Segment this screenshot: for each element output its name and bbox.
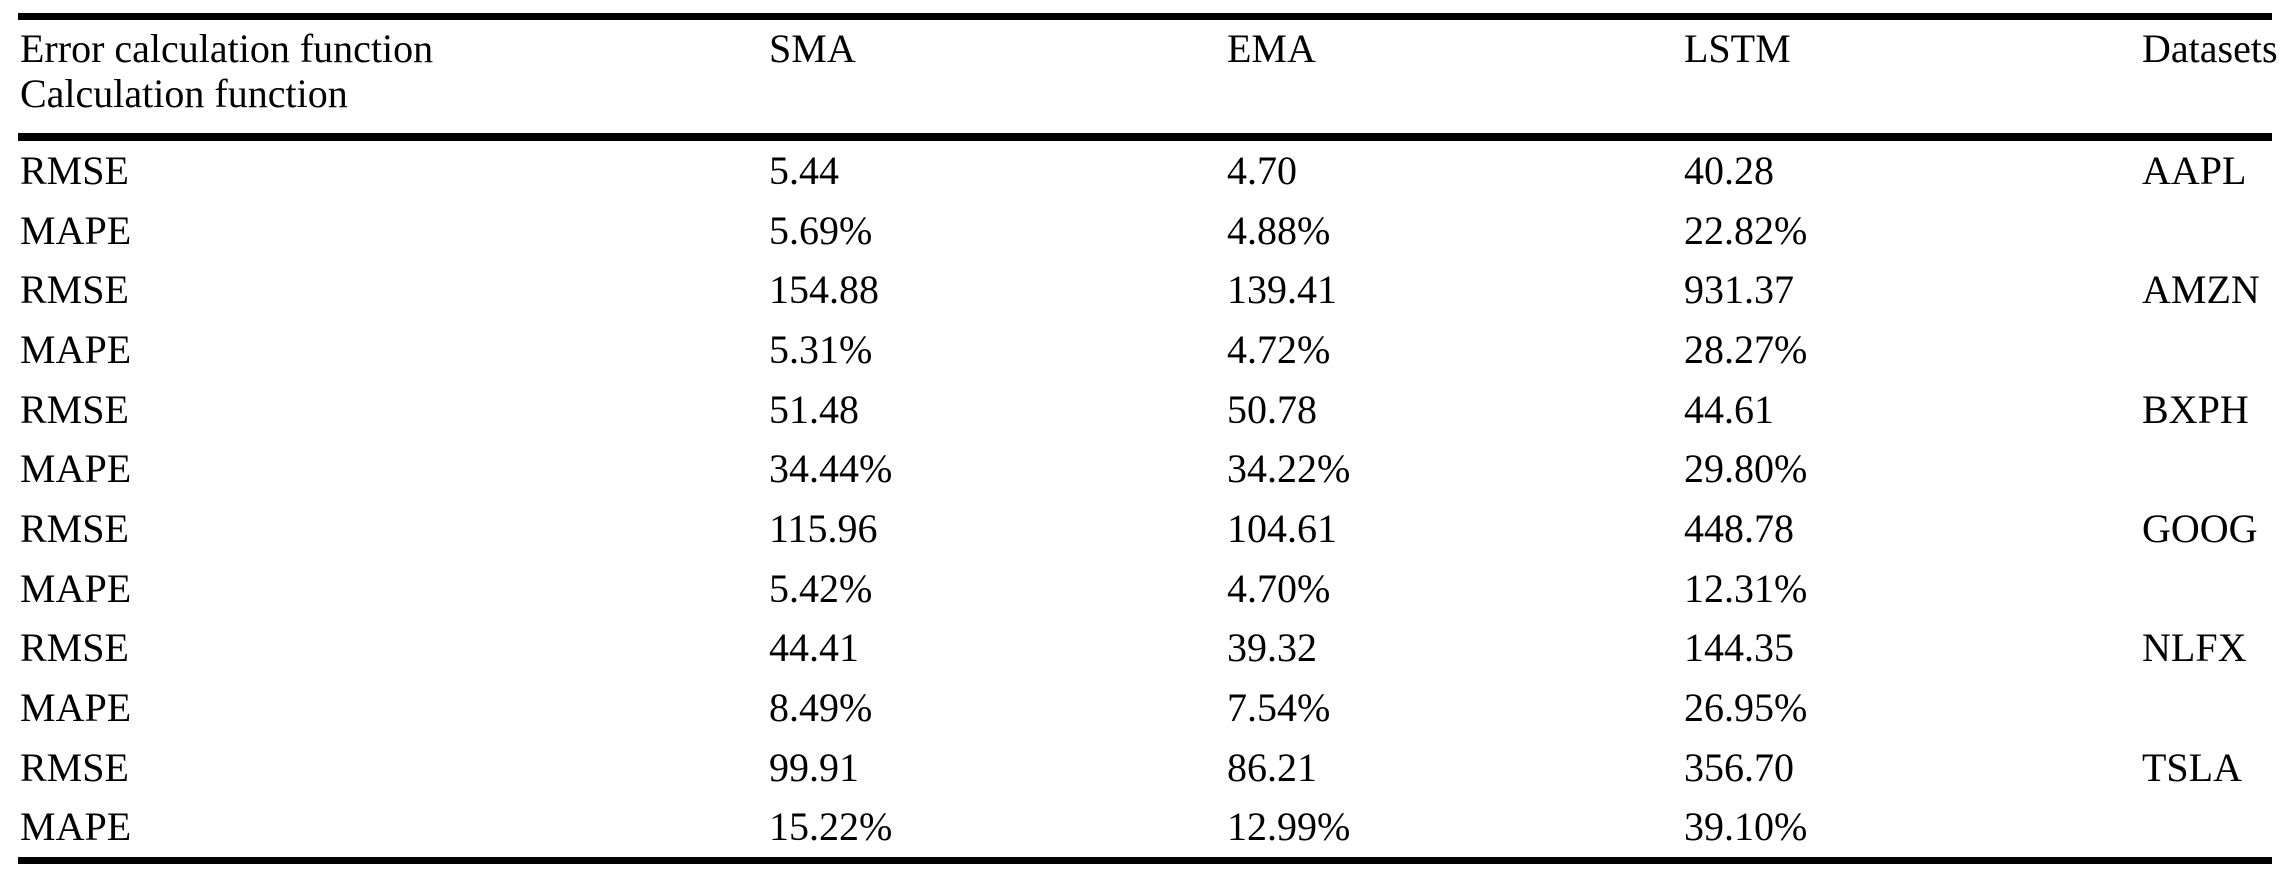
table-row: MAPE 34.44% 34.22% 29.80% [18,439,2272,499]
table-row: RMSE 99.91 86.21 356.70 TSLA [18,738,2272,798]
lstm-value: 12.31% [1684,565,1808,611]
table-header: Error calculation function Calculation f… [18,13,2278,141]
sma-value: 34.44% [769,446,893,492]
metric-cell: RMSE [20,744,129,790]
header-metric-line1: Error calculation function [20,26,434,71]
sma-value: 5.44 [769,147,839,193]
lstm-value: 931.37 [1684,267,1794,313]
lstm-value: 44.61 [1684,386,1774,432]
ema-value: 39.32 [1227,625,1317,671]
metric-cell: RMSE [20,625,129,671]
table-body: RMSE 5.44 4.70 40.28 AAPL MAPE 5.69% 4.8… [18,137,2272,865]
table-row: MAPE 8.49% 7.54% 26.95% [18,678,2272,738]
dataset-cell [2140,559,2272,619]
metric-cell: MAPE [20,685,132,731]
dataset-cell [2140,201,2272,261]
lstm-value: 39.10% [1682,797,2140,865]
table-row: RMSE 154.88 139.41 931.37 AMZN [18,260,2272,320]
metric-cell: RMSE [20,267,129,313]
table-row: MAPE 5.31% 4.72% 28.27% [18,320,2272,380]
ema-value: 50.78 [1227,386,1317,432]
ema-value: 4.72% [1227,326,1331,372]
ema-value: 86.21 [1227,744,1317,790]
ema-value: 4.70 [1227,147,1297,193]
metric-cell: MAPE [20,446,132,492]
sma-value: 15.22% [767,797,1225,865]
dataset-cell [2140,439,2272,499]
ema-value: 7.54% [1227,685,1331,731]
ema-value: 12.99% [1225,797,1682,865]
table-row: RMSE 51.48 50.78 44.61 BXPH [18,380,2272,440]
lstm-value: 28.27% [1684,326,1808,372]
lstm-value: 144.35 [1684,625,1794,671]
sma-value: 5.31% [769,326,873,372]
sma-value: 99.91 [769,744,859,790]
ema-value: 34.22% [1227,446,1351,492]
dataset-cell [2140,678,2272,738]
header-metric-line2: Calculation function [20,71,348,116]
header-row: Error calculation function Calculation f… [18,13,2278,141]
dataset-cell: TSLA [2142,744,2242,790]
table-row: MAPE 5.42% 4.70% 12.31% [18,559,2272,619]
sma-value: 154.88 [769,267,879,313]
header-sma: SMA [767,13,1225,141]
header-ema: EMA [1225,13,1682,141]
metric-cell: RMSE [20,386,129,432]
error-metrics-table: Error calculation function Calculation f… [18,13,2278,865]
header-datasets: Datasets [2140,13,2278,141]
table-row: MAPE 15.22% 12.99% 39.10% [18,797,2272,865]
metric-cell: MAPE [20,326,132,372]
ema-value: 4.88% [1227,207,1331,253]
metric-cell: RMSE [20,505,129,551]
sma-value: 5.69% [769,207,873,253]
table-row: RMSE 115.96 104.61 448.78 GOOG [18,499,2272,559]
lstm-value: 448.78 [1684,505,1794,551]
dataset-cell: AMZN [2142,267,2260,313]
lstm-value: 356.70 [1684,744,1794,790]
lstm-value: 26.95% [1684,685,1808,731]
table-row: RMSE 44.41 39.32 144.35 NLFX [18,619,2272,679]
metric-cell: MAPE [20,565,132,611]
header-lstm: LSTM [1682,13,2140,141]
sma-value: 51.48 [769,386,859,432]
metric-cell: RMSE [20,147,129,193]
ema-value: 104.61 [1227,505,1337,551]
sma-value: 8.49% [769,685,873,731]
dataset-cell: BXPH [2142,386,2249,432]
sma-value: 115.96 [769,505,878,551]
header-metric-column: Error calculation function Calculation f… [18,13,767,141]
sma-value: 5.42% [769,565,873,611]
dataset-cell [2140,320,2272,380]
lstm-value: 22.82% [1684,207,1808,253]
dataset-cell: GOOG [2142,505,2258,551]
lstm-value: 40.28 [1684,147,1774,193]
lstm-value: 29.80% [1684,446,1808,492]
ema-value: 139.41 [1227,267,1337,313]
dataset-cell [2140,797,2272,865]
metric-cell: MAPE [18,797,767,865]
dataset-cell: AAPL [2142,147,2247,193]
table-row: RMSE 5.44 4.70 40.28 AAPL [18,137,2272,201]
ema-value: 4.70% [1227,565,1331,611]
sma-value: 44.41 [769,625,859,671]
dataset-cell: NLFX [2142,625,2247,671]
table-row: MAPE 5.69% 4.88% 22.82% [18,201,2272,261]
metric-cell: MAPE [20,207,132,253]
